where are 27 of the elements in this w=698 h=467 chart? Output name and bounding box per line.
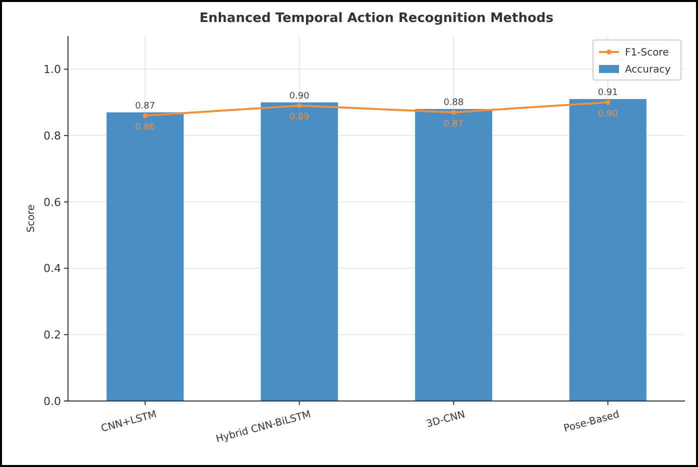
data-label: 0.90 (598, 109, 618, 120)
y-tick-label: 1.0 (44, 63, 61, 76)
bar (260, 102, 338, 401)
chart-title: Enhanced Temporal Action Recognition Methods (200, 11, 554, 26)
y-axis-title: Score (26, 204, 37, 233)
data-label: 0.86 (135, 122, 156, 133)
data-label: 0.90 (289, 91, 310, 102)
point (296, 103, 302, 108)
y-tick-label: 0.6 (44, 196, 61, 209)
point (451, 110, 456, 115)
data-label: 0.87 (444, 119, 464, 130)
bar (569, 99, 646, 401)
y-tick-label: 0.0 (44, 394, 61, 408)
point (142, 113, 148, 118)
x-tick-label: 3D-CNN (425, 409, 466, 430)
data-label: 0.89 (289, 112, 310, 123)
legend-label: Accuracy (625, 64, 671, 76)
legend-label: F1-Score (625, 48, 669, 58)
data-label: 0.87 (135, 101, 156, 112)
y-tick-label: 0.4 (44, 262, 61, 276)
data-label: 0.88 (444, 98, 464, 108)
y-tick-label: 0.8 (44, 129, 61, 142)
point (605, 100, 610, 105)
data-label: 0.91 (598, 88, 618, 98)
bar (106, 112, 184, 401)
bar (415, 109, 492, 401)
y-tick-label: 0.2 (44, 328, 61, 342)
